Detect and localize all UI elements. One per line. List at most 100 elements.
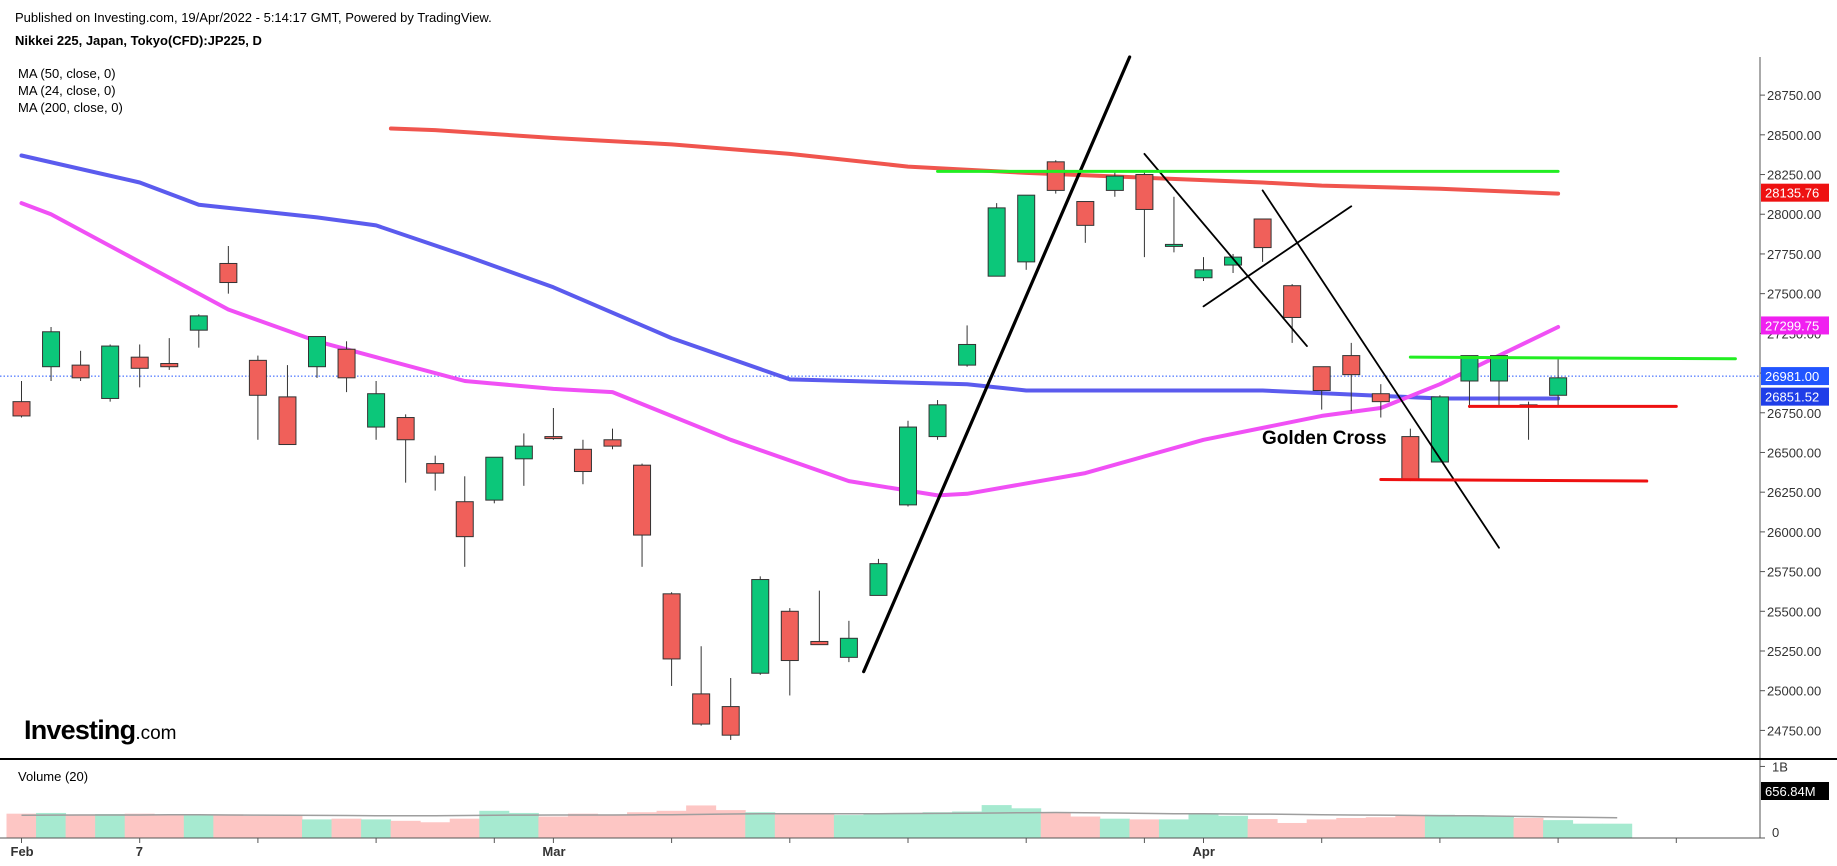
volume-bar [1188,813,1219,838]
candle-body [721,706,740,736]
drawings [862,55,1737,674]
price-tick-label: 24750.00 [1767,723,1821,738]
legend-ma-24[interactable]: MA (24, close, 0) [18,83,116,98]
axis-price-label-text: 27299.75 [1765,318,1819,333]
candle-down [633,463,652,567]
candle-down [721,678,740,740]
price-tick-label: 27750.00 [1767,247,1821,262]
volume-bar [95,814,126,838]
candle-down [1371,384,1390,418]
candle-body [1105,175,1124,191]
volume-bar [1306,819,1337,838]
volume-bars [6,805,1633,838]
candle-body [278,396,297,446]
candle-up [1105,171,1124,197]
volume-bar [302,819,332,838]
volume-bar [1365,817,1396,838]
candle-down [1253,218,1272,262]
volume-bar [124,813,155,838]
moving-averages [19,126,1561,498]
candle-body [71,364,90,379]
volume-bar [65,814,96,838]
candle-up [958,325,977,367]
candle-down [248,355,267,440]
candle-body [1342,355,1361,376]
candle-body [573,448,592,473]
volume-bar [36,812,67,838]
candle-up [189,314,208,348]
volume-bar [1484,816,1514,838]
time-axis: Feb 7 Mar Apr [11,838,1677,859]
legend-ma-50[interactable]: MA (50, close, 0) [18,66,116,81]
price-tick-label: 25500.00 [1767,604,1821,619]
candle-body [101,345,120,399]
price-tick-label: 28250.00 [1767,168,1821,183]
candles [12,160,1568,740]
axis-price-label: 27299.75 [1761,316,1829,335]
candle-down [219,246,238,294]
horizontal-level [1408,355,1737,361]
price-tick-label: 26250.00 [1767,485,1821,500]
price-axis-labels: 28135.76 27299.75 26981.00 26851.52 656.84M [1761,183,1829,800]
candle-body [603,439,622,447]
candle-up [1194,257,1213,281]
price-tick-label: 25000.00 [1767,684,1821,699]
axis-price-label-bg [1761,316,1829,335]
candle-body [426,463,445,474]
axis-price-label-bg [1761,387,1829,406]
candle-up [514,433,533,486]
volume-bar [1395,815,1426,838]
volume-tick-label: 1B [1772,759,1788,774]
candle-body [1549,377,1568,396]
volume-bar [1158,819,1189,838]
volume-bar [627,812,658,838]
axis-price-label-text: 26851.52 [1765,390,1819,405]
candle-body [662,593,681,660]
price-tick-label: 25750.00 [1767,565,1821,580]
volume-bar [804,812,835,838]
candle-body [130,356,149,369]
candle-down [603,428,622,450]
candle-down [1401,428,1420,482]
candle-up [987,203,1006,277]
candle-body [1194,269,1213,279]
candle-down [1342,342,1361,412]
axis-price-label-text: 26981.00 [1765,369,1819,384]
volume-bar [1602,823,1633,838]
candle-up [839,620,858,663]
candle-body [485,456,504,501]
candle-body [1430,396,1449,463]
candle-body [337,348,356,379]
investing-logo: Investing.com [24,715,177,746]
legend-volume[interactable]: Volume (20) [18,769,89,784]
volume-bar [1513,817,1544,838]
time-tick-label: 7 [136,844,143,859]
candle-down [573,439,592,485]
volume-bar [538,816,569,838]
volume-bar [331,818,362,838]
volume-bar [774,812,805,838]
candle-body [1046,161,1065,191]
ma-24-line [19,201,1561,498]
logo-main: Investing [24,715,136,745]
legend-ma-200[interactable]: MA (200, close, 0) [18,100,123,115]
candle-up [1224,253,1243,273]
candle-body [455,501,474,538]
candle-body [1076,201,1095,226]
golden-cross-annotation: Golden Cross [1262,428,1387,449]
volume-bar [361,819,392,838]
price-tick-label: 28750.00 [1767,88,1821,103]
volume-bar [449,818,480,838]
candle-body [987,207,1006,277]
candle-body [958,343,977,366]
candle-down [130,344,149,388]
candle-down [1312,366,1331,410]
time-tick-label: Feb [11,844,34,859]
volume-bar [508,812,539,838]
instrument-title: Nikkei 225, Japan, Tokyo(CFD):JP225, D [15,33,262,48]
candle-down [1135,171,1154,258]
axis-volume-label-text: 656.84M [1765,784,1816,799]
price-tick-label: 28500.00 [1767,128,1821,143]
candle-body [248,359,267,396]
